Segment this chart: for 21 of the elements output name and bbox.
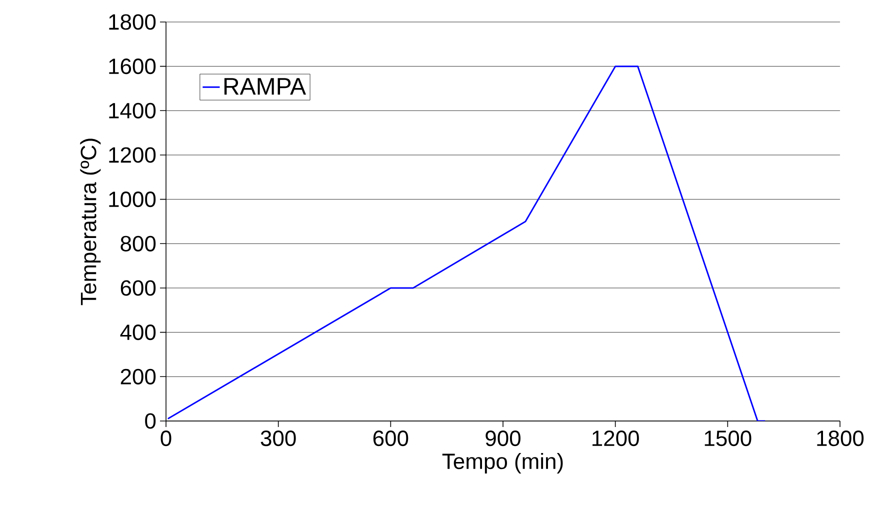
y-tick-label: 1000 xyxy=(109,192,156,208)
x-tick-label: 1500 xyxy=(704,430,752,446)
y-axis-title: Temperatura (ºC) xyxy=(80,138,101,306)
y-tick-label: 200 xyxy=(120,368,156,384)
y-tick-label: 0 xyxy=(145,413,156,429)
x-tick-label: 900 xyxy=(486,430,520,446)
x-tick-label: 300 xyxy=(260,430,296,446)
x-axis-title: Tempo (min) xyxy=(442,452,563,474)
x-tick-label: 1800 xyxy=(817,430,864,446)
y-tick-label: 600 xyxy=(120,280,156,296)
y-tick-label: 400 xyxy=(120,324,156,340)
x-tick-label: 0 xyxy=(160,430,172,446)
y-tick-label: 1400 xyxy=(109,102,156,118)
x-tick-label: 600 xyxy=(373,430,408,446)
x-tick-label: 1200 xyxy=(592,430,639,446)
legend-label: RAMPA xyxy=(224,78,306,95)
line-series xyxy=(167,66,766,421)
y-tick-label: 1200 xyxy=(109,147,156,163)
y-tick-label: 1800 xyxy=(109,14,156,30)
y-tick-label: 800 xyxy=(120,236,156,252)
y-tick-label: 1600 xyxy=(109,58,156,74)
